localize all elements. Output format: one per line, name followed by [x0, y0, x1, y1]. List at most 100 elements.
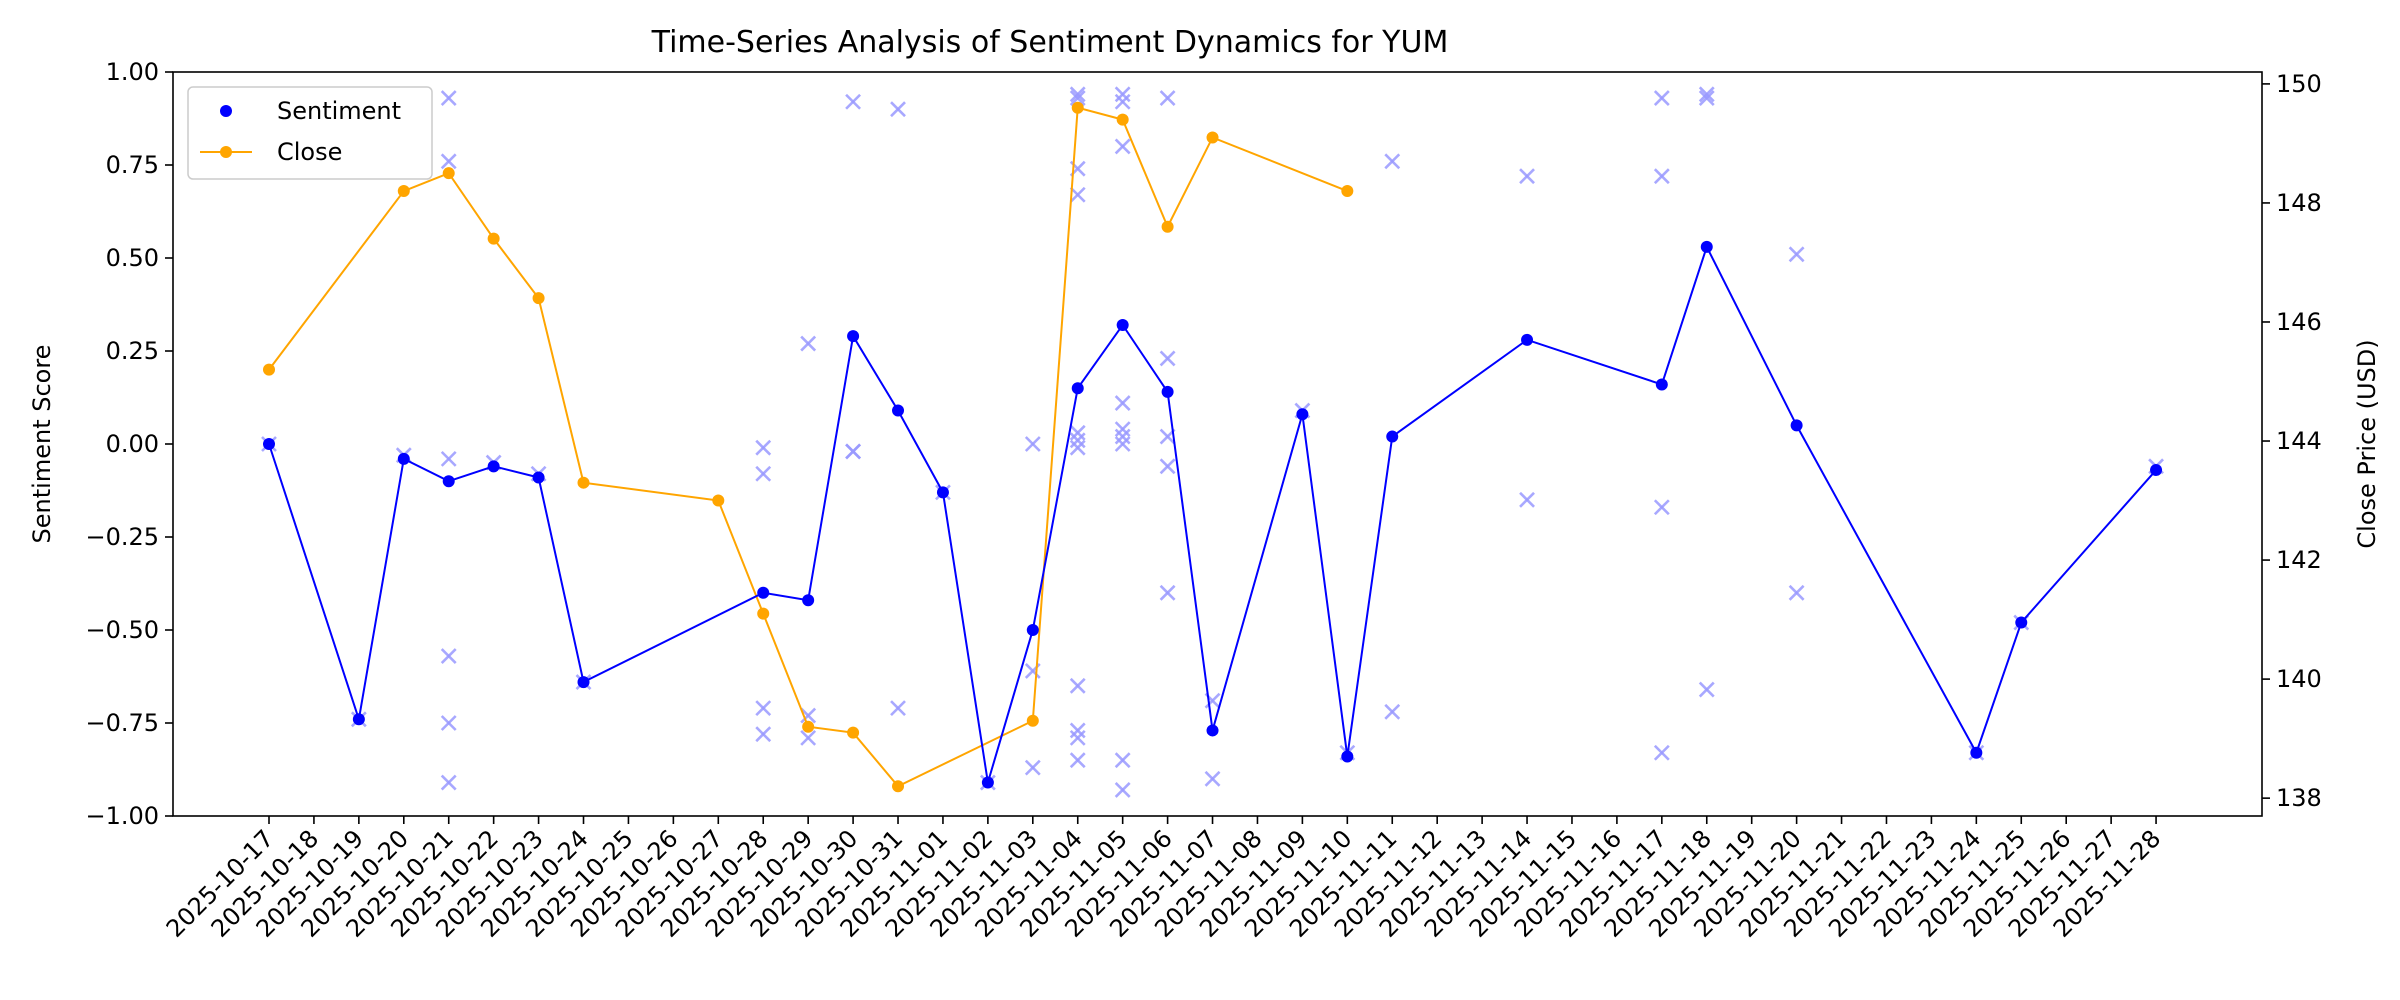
- scatter-point: [1384, 153, 1401, 170]
- scatter-point: [1114, 93, 1131, 110]
- scatter-point: [1159, 90, 1176, 106]
- scatter-point: [1384, 703, 1401, 720]
- y-tick-label: −0.25: [85, 523, 159, 551]
- close-point: [397, 185, 410, 198]
- scatter-point-stroke: [1114, 93, 1131, 110]
- scatter-point-stroke: [1024, 436, 1041, 452]
- sentiment-point: [936, 486, 949, 499]
- scatter-point-stroke: [1114, 752, 1131, 769]
- scatter-point-stroke: [1653, 90, 1670, 106]
- close-point: [1026, 714, 1039, 727]
- y2-tick-label: 142: [2276, 546, 2322, 574]
- scatter-point: [1069, 424, 1086, 441]
- scatter-point-stroke: [1114, 428, 1131, 445]
- legend-close-label: Close: [277, 138, 342, 166]
- scatter-point-stroke: [1519, 168, 1535, 185]
- scatter-point-stroke: [1114, 86, 1131, 103]
- sentiment-line: [268, 244, 2157, 783]
- close-point: [1341, 185, 1354, 198]
- scatter-point: [1069, 432, 1086, 449]
- scatter-point: [1698, 681, 1715, 698]
- scatter-point: [845, 93, 862, 110]
- scatter-point: [1159, 584, 1176, 601]
- sentiment-point: [1296, 408, 1309, 421]
- scatter-point: [1653, 744, 1670, 761]
- scatter-point: [1069, 90, 1086, 106]
- scatter-point-stroke: [1698, 90, 1715, 106]
- close-point: [442, 167, 455, 180]
- y-axis-label: Sentiment Score: [28, 345, 56, 544]
- sentiment-point: [1161, 385, 1174, 398]
- y-tick-label: 0.00: [106, 430, 159, 458]
- scatter-point: [1069, 722, 1086, 739]
- scatter-point: [1653, 90, 1670, 106]
- scatter-point: [845, 443, 862, 460]
- scatter-point-stroke: [1653, 744, 1670, 761]
- scatter-point-stroke: [755, 726, 772, 743]
- sentiment-point: [1206, 724, 1219, 737]
- scatter-point-stroke: [1069, 439, 1086, 456]
- scatter-point-stroke: [1204, 770, 1221, 787]
- scatter-point: [1069, 439, 1086, 456]
- scatter-point-stroke: [1114, 421, 1131, 438]
- scatter-point-stroke: [1069, 432, 1086, 449]
- scatter-point-stroke: [440, 450, 457, 467]
- sentiment-point: [1386, 430, 1399, 443]
- y2-tick-label: 138: [2276, 784, 2322, 812]
- scatter-point-stroke: [1159, 350, 1176, 367]
- scatter-point: [1024, 436, 1041, 452]
- y2-tick-label: 146: [2276, 308, 2322, 336]
- sentiment-point: [892, 404, 905, 417]
- y-tick-label: 0.25: [106, 337, 159, 365]
- y-tick-label: 0.50: [106, 244, 159, 272]
- scatter-point: [1519, 491, 1535, 508]
- close-point: [1071, 101, 1084, 114]
- sentiment-point: [1341, 750, 1354, 763]
- scatter-point-stroke: [1698, 681, 1715, 698]
- y2-tick-label: 140: [2276, 665, 2322, 693]
- close-line: [268, 106, 1348, 788]
- sentiment-point: [263, 438, 275, 450]
- scatter-point: [1069, 752, 1086, 769]
- scatter-point-stroke: [1114, 436, 1131, 452]
- chart-title: Time-Series Analysis of Sentiment Dynami…: [651, 25, 1449, 60]
- scatter-point: [890, 101, 906, 118]
- axes: 1.00 0.75 0.50 0.25 0.00 −0.25 −0.50 −0.75 −1.00…: [85, 58, 2321, 943]
- scatter-point-stroke: [1069, 722, 1086, 739]
- sentiment-point: [802, 594, 815, 607]
- scatter-point: [1114, 86, 1131, 103]
- scatter-point: [1653, 499, 1670, 516]
- close-point: [892, 780, 905, 793]
- scatter-point: [1069, 729, 1086, 746]
- close-point: [802, 720, 815, 733]
- scatter-point-stroke: [1069, 729, 1086, 746]
- sentiment-point: [397, 452, 410, 465]
- scatter-point-stroke: [440, 715, 457, 731]
- close-point: [1206, 131, 1219, 144]
- scatter-point: [1024, 759, 1041, 776]
- scatter-point-stroke: [1653, 168, 1670, 185]
- close-point: [712, 494, 725, 507]
- close-point: [1116, 113, 1129, 126]
- sentiment-point: [981, 776, 994, 789]
- scatter-point: [1069, 186, 1086, 203]
- sentiment-point: [577, 676, 590, 689]
- y-tick-label: 1.00: [106, 58, 159, 86]
- y2-tick-label: 144: [2276, 427, 2322, 455]
- sentiment-point: [1071, 382, 1084, 395]
- y2-tick-label: 148: [2276, 189, 2322, 217]
- legend-close-marker: [220, 146, 232, 158]
- scatter-point-stroke: [755, 700, 772, 717]
- scatter-point: [1159, 458, 1176, 475]
- scatter-point: [1114, 421, 1131, 438]
- sentiment-point: [1655, 378, 1668, 391]
- scatter-point: [440, 450, 457, 467]
- scatter-point: [1159, 350, 1176, 367]
- sentiment-point: [442, 475, 455, 488]
- close-point: [757, 607, 770, 620]
- scatter-point: [1698, 86, 1715, 103]
- scatter-point-stroke: [1159, 584, 1176, 601]
- scatter-point: [1114, 428, 1131, 445]
- sentiment-point: [2150, 464, 2163, 477]
